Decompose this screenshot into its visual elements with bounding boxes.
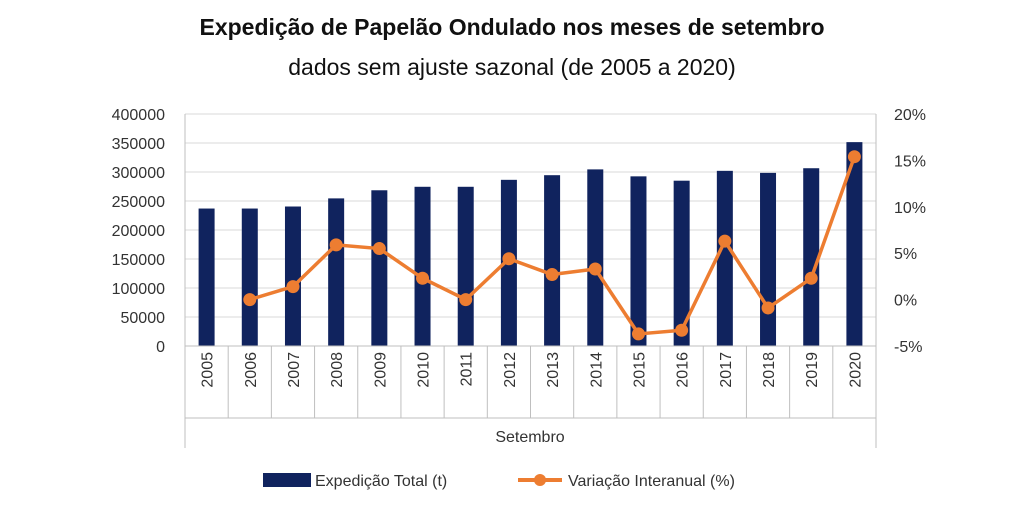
bar <box>846 142 863 346</box>
line-point <box>243 293 257 307</box>
x-tick-label: 2009 <box>372 352 389 388</box>
line-point <box>718 234 732 248</box>
left-tick-label: 300000 <box>112 165 165 182</box>
right-axis-ticks: -5% 0% 5% 10% 15% 20% <box>894 107 926 356</box>
bar <box>198 208 215 346</box>
left-tick-label: 150000 <box>112 252 165 269</box>
left-tick-label: 50000 <box>121 310 166 327</box>
legend: Expedição Total (t) Variação Interanual … <box>263 473 735 490</box>
x-tick-label: 2005 <box>200 352 217 388</box>
left-tick-label: 100000 <box>112 281 165 298</box>
x-tick-label: 2020 <box>847 352 864 388</box>
bar <box>544 175 561 346</box>
bar <box>760 172 777 346</box>
bar <box>328 198 345 346</box>
left-tick-label: 250000 <box>112 194 165 211</box>
line-point <box>459 293 473 307</box>
x-tick-label: 2019 <box>804 352 821 388</box>
line-point <box>804 271 818 285</box>
right-tick-label: 15% <box>894 153 926 170</box>
line-point <box>502 252 516 266</box>
legend-label-line: Variação Interanual (%) <box>568 473 735 490</box>
x-tick-label: 2014 <box>588 352 605 388</box>
bar <box>587 169 604 346</box>
bar <box>284 206 301 346</box>
right-tick-label: 20% <box>894 107 926 124</box>
line-series <box>243 150 861 341</box>
legend-swatch-dot <box>534 474 546 486</box>
legend-label-bar: Expedição Total (t) <box>315 473 447 490</box>
x-tick-label: 2018 <box>761 352 778 388</box>
left-tick-label: 0 <box>156 339 165 356</box>
bar-series <box>198 142 863 346</box>
chart-subtitle: dados sem ajuste sazonal (de 2005 a 2020… <box>288 54 736 80</box>
right-tick-label: 10% <box>894 200 926 217</box>
line-point <box>761 301 775 315</box>
bar <box>414 186 431 346</box>
line-point <box>286 280 300 294</box>
left-tick-label: 200000 <box>112 223 165 240</box>
line-point <box>588 262 602 276</box>
x-tick-label: 2007 <box>286 352 303 388</box>
line-point <box>416 271 430 285</box>
line-point <box>847 150 861 164</box>
x-tick-label: 2015 <box>631 352 648 388</box>
right-tick-label: 5% <box>894 246 917 263</box>
x-tick-label: 2012 <box>502 352 519 388</box>
chart-title: Expedição de Papelão Ondulado nos meses … <box>199 14 825 40</box>
bar <box>803 168 820 346</box>
x-tick-label: 2006 <box>243 352 260 388</box>
x-tick-label: 2010 <box>416 352 433 388</box>
x-tick-label: 2013 <box>545 352 562 388</box>
right-tick-label: 0% <box>894 293 917 310</box>
x-tick-label: 2008 <box>329 352 346 388</box>
legend-swatch-bar <box>263 473 311 487</box>
axes <box>184 114 877 448</box>
left-tick-label: 400000 <box>112 107 165 124</box>
bar <box>241 208 258 346</box>
right-tick-label: -5% <box>894 339 922 356</box>
left-tick-label: 350000 <box>112 136 165 153</box>
line-point <box>329 238 343 252</box>
x-axis-label: Setembro <box>495 429 564 446</box>
x-tick-label: 2016 <box>675 352 692 388</box>
x-tick-label: 2011 <box>459 352 476 387</box>
x-axis-ticks: 2005 2006 2007 2008 2009 2010 2011 2012 2013 2014… <box>200 352 865 388</box>
x-tick-label: 2017 <box>718 352 735 388</box>
bar <box>371 190 388 346</box>
line-point <box>631 327 645 341</box>
bar <box>457 186 474 346</box>
bar <box>673 180 690 346</box>
bar <box>630 176 647 346</box>
line-point <box>545 268 559 282</box>
line-point <box>675 323 689 337</box>
left-axis-ticks: 0 50000 100000 150000 200000 250000 300000 3500… <box>112 107 165 356</box>
bar <box>716 170 733 346</box>
line-point <box>372 242 386 256</box>
